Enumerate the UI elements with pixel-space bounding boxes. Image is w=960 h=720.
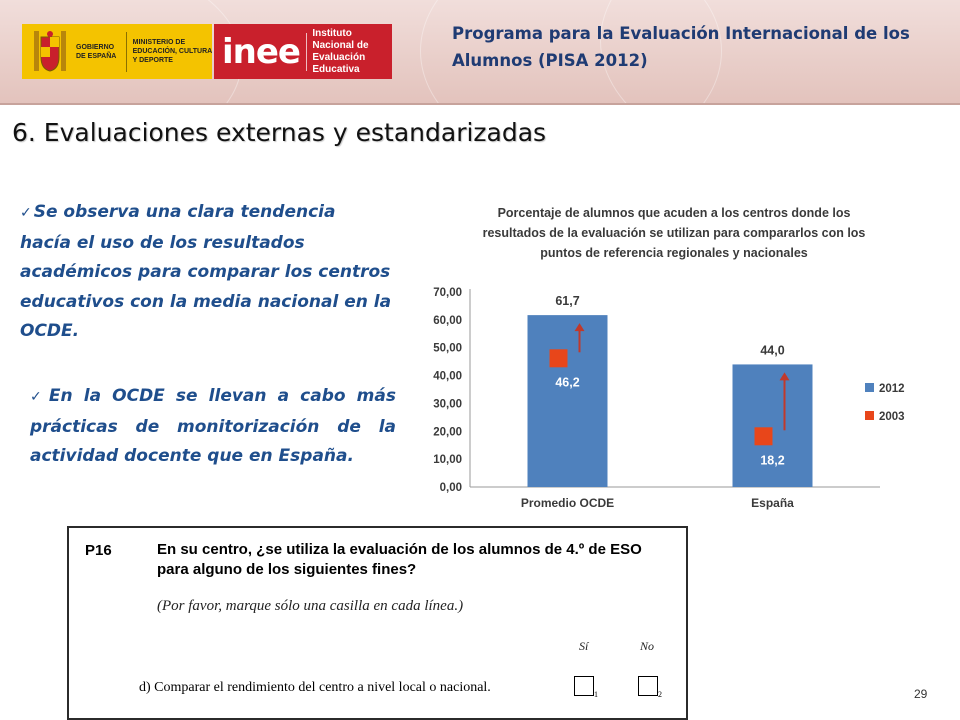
data-label-2012: 61,7: [555, 294, 579, 308]
header-decoration: [600, 0, 960, 103]
marker-2003: [754, 427, 773, 446]
y-tick-label: 10,00: [433, 454, 462, 466]
header-band: GOBIERNO DE ESPAÑA MINISTERIO DE EDUCACI…: [0, 0, 960, 103]
y-tick-label: 0,00: [440, 482, 462, 494]
y-tick-label: 30,00: [433, 398, 462, 410]
bullet-item: ✓ Se observa una clara tendencia hacía el…: [20, 198, 392, 347]
option-no-header: No: [640, 639, 655, 653]
logo-divider: [125, 31, 127, 72]
y-tick-label: 20,00: [433, 426, 462, 438]
checkbox-index: 2: [658, 690, 662, 699]
checkbox-index: 1: [594, 690, 598, 699]
ministry-text: MINISTERIO DE EDUCACIÓN, CULTURA Y DEPOR…: [132, 39, 212, 64]
marker-2003: [549, 349, 568, 368]
option-si-header: Sí: [579, 639, 589, 653]
bullet-item: ✓ En la OCDE se llevan a cabo más práctic…: [30, 382, 396, 472]
data-label-2012: 44,0: [760, 343, 784, 357]
checkmark-icon: ✓: [30, 389, 47, 405]
legend-label: 2012: [879, 383, 905, 395]
questionnaire-excerpt: P16 En su centro, ¿se utiliza la evaluac…: [67, 526, 688, 720]
legend-swatch: [865, 411, 874, 420]
coat-of-arms-icon: [30, 29, 70, 75]
question-item: d) Comparar el rendimiento del centro a …: [139, 680, 491, 695]
legend-label: 2003: [879, 411, 905, 423]
category-label: España: [751, 496, 794, 510]
checkbox-si[interactable]: [574, 676, 594, 696]
header-divider: [0, 103, 960, 105]
government-logo: GOBIERNO DE ESPAÑA MINISTERIO DE EDUCACI…: [22, 24, 212, 79]
bar-2012: [527, 315, 608, 487]
government-text: GOBIERNO DE ESPAÑA: [76, 43, 117, 60]
page-number: 29: [914, 687, 928, 701]
chart-title: Porcentaje de alumnos que acuden a los c…: [482, 206, 866, 260]
slide-title: 6. Evaluaciones externas y estandarizada…: [12, 118, 547, 147]
inee-name: Instituto Nacional de Evaluación Educati…: [312, 27, 369, 75]
program-title: Programa para la Evaluación Internaciona…: [452, 24, 910, 70]
question-id: P16: [85, 542, 112, 559]
bar-chart: Porcentaje de alumnos que acuden a los c…: [405, 195, 925, 520]
inee-logo: inee Instituto Nacional de Evaluación Ed…: [214, 24, 392, 79]
y-tick-label: 40,00: [433, 371, 462, 383]
bullet-text: Se observa una clara tendencia hacía el …: [20, 202, 392, 341]
checkbox-no[interactable]: [638, 676, 658, 696]
trend-arrow-head: [779, 372, 790, 381]
trend-arrow-head: [574, 323, 585, 332]
chart-plot: 0,00 10,00 20,00 30,00 40,00 50,00 60,00 70,00 6…: [433, 287, 905, 510]
question-text: En su centro, ¿se utiliza la evaluación …: [157, 541, 642, 578]
legend-swatch: [865, 383, 874, 392]
category-label: Promedio OCDE: [521, 496, 614, 510]
data-label-2003: 18,2: [760, 453, 784, 467]
data-label-2003: 46,2: [555, 375, 579, 389]
question-note: (Por favor, marque sólo una casilla en c…: [157, 598, 464, 614]
checkmark-icon: ✓: [20, 205, 32, 221]
inee-wordmark: inee: [222, 31, 301, 72]
y-tick-label: 50,00: [433, 343, 462, 355]
bullet-text: En la OCDE se llevan a cabo más práctica…: [30, 386, 396, 466]
bar-2012: [732, 364, 813, 487]
y-tick-label: 60,00: [433, 315, 462, 327]
y-tick-label: 70,00: [433, 287, 462, 299]
